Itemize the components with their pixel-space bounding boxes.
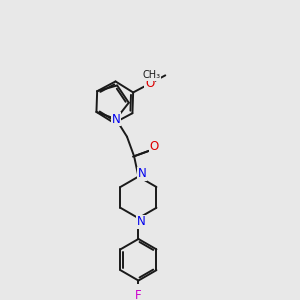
Text: CH₃: CH₃ bbox=[142, 70, 160, 80]
Text: N: N bbox=[112, 112, 120, 126]
Text: F: F bbox=[135, 289, 142, 300]
Text: N: N bbox=[138, 167, 147, 180]
Text: O: O bbox=[149, 140, 159, 153]
Text: N: N bbox=[137, 215, 146, 229]
Text: O: O bbox=[145, 77, 154, 90]
